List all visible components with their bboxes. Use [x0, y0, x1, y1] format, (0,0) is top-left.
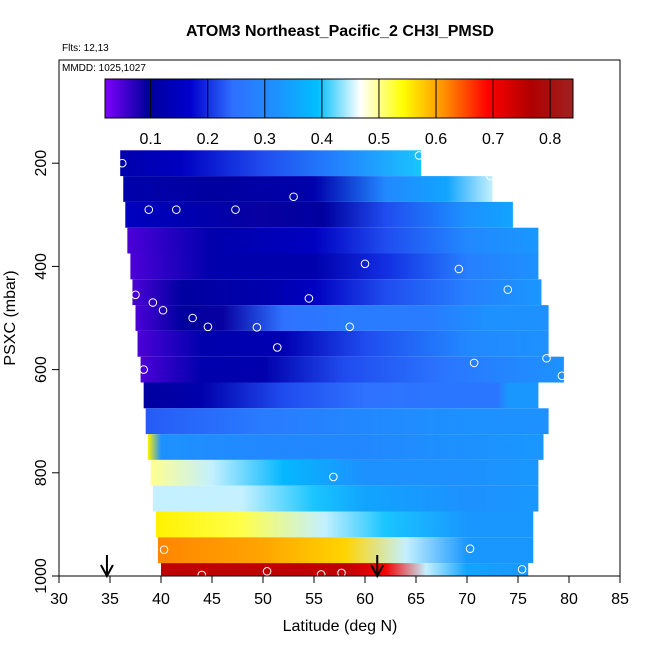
observation-points: [117, 151, 572, 576]
observation-point: [337, 568, 346, 576]
heatmap-band: [140, 356, 564, 383]
observation-point: [486, 171, 495, 181]
x-tick-label: 70: [458, 591, 476, 608]
observation-point: [329, 472, 338, 482]
flights-annotation: Flts: 12,13: [62, 43, 109, 54]
observation-point: [562, 238, 572, 248]
observation-point: [131, 290, 140, 300]
heatmap-band: [123, 176, 493, 202]
colorbar-ticks: 0.1 0.2 0.3 0.4 0.5 0.6 0.7 0.8: [140, 79, 561, 148]
y-tick-label: 400: [33, 253, 50, 280]
observation-point: [117, 158, 127, 168]
observation-point: [454, 264, 464, 274]
observation-point: [158, 305, 168, 315]
observation-point: [465, 544, 475, 553]
x-tick-label: 65: [407, 591, 425, 608]
heatmap-band: [152, 485, 539, 512]
observation-point: [172, 205, 181, 214]
colorbar-tick-label: 0.7: [482, 131, 504, 148]
x-tick-label: 40: [152, 591, 170, 608]
heatmap-band: [125, 201, 513, 228]
observation-point: [139, 365, 148, 374]
y-axis-label: PSXC (mbar): [2, 270, 19, 365]
x-tick-label: 60: [356, 591, 374, 608]
heatmap-band: [137, 330, 549, 357]
colorbar-tick-label: 0.6: [425, 131, 447, 148]
observation-point: [262, 567, 272, 576]
chart-title: ATOM3 Northeast_Pacific_2 CH3I_PMSD: [186, 23, 494, 40]
colorbar-tick-label: 0.2: [197, 131, 219, 148]
y-axis: 200 400 600 800 1000: [33, 150, 59, 594]
observation-point: [557, 371, 567, 381]
observation-point: [414, 151, 424, 160]
observation-point: [148, 298, 158, 307]
observation-point: [188, 313, 197, 323]
heatmap-band: [147, 434, 544, 460]
heatmap-band: [157, 537, 534, 564]
colorbar-tick-label: 0.1: [140, 131, 162, 148]
observation-point: [203, 322, 213, 332]
x-tick-label: 85: [611, 591, 629, 608]
x-tick-label: 30: [50, 591, 68, 608]
y-tick-label: 800: [33, 459, 50, 486]
date-annotation: MMDD: 1025,1027: [62, 63, 146, 74]
observation-point: [252, 322, 262, 332]
plot-frame: [58, 59, 621, 577]
x-axis-label: Latitude (deg N): [283, 618, 398, 635]
observation-point: [517, 564, 527, 574]
heatmap-band: [120, 150, 422, 177]
y-tick-label: 200: [33, 150, 50, 177]
colorbar-gradient: [104, 78, 574, 119]
heatmap-band: [150, 459, 539, 486]
observation-point: [345, 322, 355, 332]
observation-point: [469, 358, 479, 368]
observation-point: [197, 570, 207, 576]
heatmap-band: [127, 227, 539, 254]
colorbar-tick-label: 0.3: [254, 131, 276, 148]
observation-point: [289, 192, 298, 202]
heatmap-band: [145, 408, 549, 435]
colorbar-tick-label: 0.5: [368, 131, 390, 148]
colorbar-tick-label: 0.4: [311, 131, 333, 148]
heatmap-band: [130, 253, 539, 280]
observation-point: [360, 259, 370, 269]
heatmap-band: [135, 305, 549, 331]
heatmap-bands: [120, 150, 564, 576]
observation-point: [542, 353, 551, 363]
heatmap-band: [143, 382, 539, 409]
x-tick-label: 50: [254, 591, 272, 608]
x-tick-label: 55: [305, 591, 323, 608]
observation-point: [272, 343, 282, 352]
observation-point: [316, 570, 326, 576]
x-tick-label: 45: [203, 591, 221, 608]
x-tick-label: 75: [509, 591, 527, 608]
observation-point: [231, 205, 240, 214]
x-tick-label: 35: [101, 591, 119, 608]
heatmap-band: [161, 563, 529, 576]
colorbar: 0.1 0.2 0.3 0.4 0.5 0.6 0.7 0.8: [104, 78, 574, 148]
observation-point: [159, 545, 169, 554]
heatmap-band: [155, 511, 534, 538]
x-axis: 30 35 40 45 50 55 60 65 70 75 80 85: [50, 576, 629, 608]
y-tick-label: 1000: [33, 558, 50, 594]
colorbar-tick-label: 0.8: [539, 131, 561, 148]
observation-point: [144, 205, 154, 214]
observation-point: [503, 285, 513, 294]
x-tick-label: 80: [560, 591, 578, 608]
y-tick-label: 600: [33, 356, 50, 383]
observation-point: [304, 294, 314, 303]
heatmap-band: [132, 279, 542, 306]
